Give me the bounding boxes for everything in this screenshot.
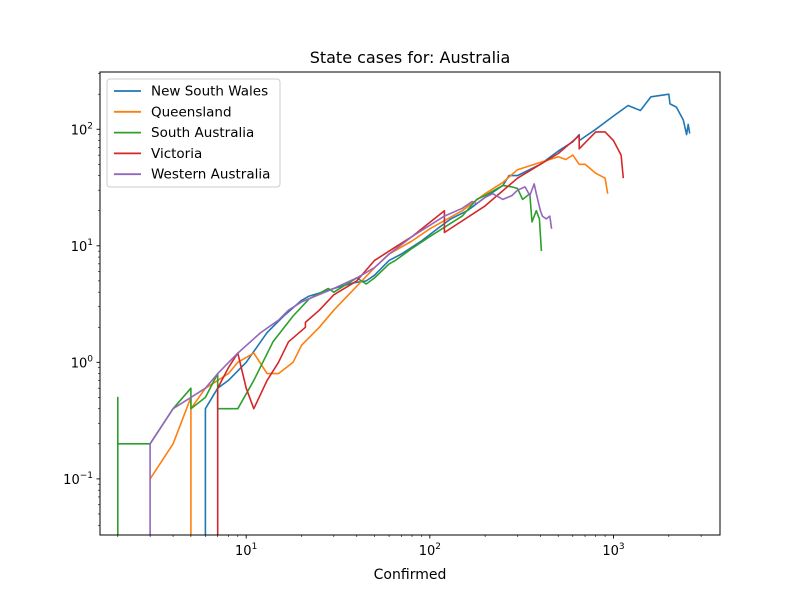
x-axis-label: Confirmed bbox=[374, 567, 447, 583]
legend-label-4: Western Australia bbox=[151, 167, 270, 183]
y-tick-label: 101 bbox=[71, 238, 93, 255]
series-line-3 bbox=[216, 131, 625, 535]
y-tick-label: 102 bbox=[71, 121, 93, 138]
y-axis: 10−1 100 101 102 bbox=[63, 73, 100, 526]
chart-title: State cases for: Australia bbox=[310, 48, 511, 67]
legend-label-3: Victoria bbox=[151, 146, 202, 162]
legend: New South Wales Queensland South Australia… bbox=[106, 78, 281, 188]
x-axis: 101 102 103 bbox=[117, 535, 702, 559]
legend-label-2: South Australia bbox=[151, 125, 254, 141]
legend-box bbox=[106, 78, 281, 188]
series-lines bbox=[117, 93, 691, 535]
plot-frame bbox=[99, 71, 721, 536]
legend-label-0: New South Wales bbox=[151, 84, 268, 100]
series-line-2 bbox=[117, 184, 543, 535]
y-tick-label: 100 bbox=[71, 354, 94, 371]
x-tick-label: 103 bbox=[602, 542, 624, 559]
series-line-4 bbox=[149, 183, 553, 535]
plot-area bbox=[117, 93, 691, 535]
series-line-1 bbox=[149, 154, 609, 535]
x-tick-label: 102 bbox=[419, 542, 441, 559]
y-tick-label: 10−1 bbox=[63, 471, 93, 488]
x-tick-label: 101 bbox=[235, 542, 257, 559]
legend-label-1: Queensland bbox=[151, 104, 232, 120]
